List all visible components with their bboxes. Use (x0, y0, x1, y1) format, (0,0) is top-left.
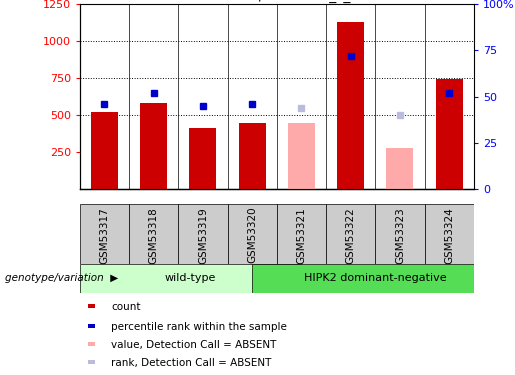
Text: HIPK2 dominant-negative: HIPK2 dominant-negative (304, 273, 447, 284)
Text: GSM53323: GSM53323 (395, 207, 405, 264)
Bar (375, 204, 424, 264)
Bar (424, 204, 474, 264)
Bar (80, 264, 301, 292)
Text: GSM53317: GSM53317 (99, 207, 110, 264)
Bar (80, 204, 129, 264)
Bar (386, 148, 414, 189)
Text: count: count (111, 302, 141, 312)
Text: genotype/variation  ▶: genotype/variation ▶ (5, 273, 118, 284)
Bar (91, 112, 118, 189)
Bar (88, 304, 95, 308)
Bar (277, 204, 326, 264)
Bar (129, 204, 178, 264)
Bar (140, 103, 167, 189)
Bar (88, 324, 95, 328)
Bar (288, 123, 315, 189)
Text: GSM53322: GSM53322 (346, 207, 356, 264)
Text: GSM53320: GSM53320 (247, 207, 257, 263)
Bar (190, 128, 216, 189)
Bar (326, 204, 375, 264)
Text: wild-type: wild-type (165, 273, 216, 284)
Bar (88, 342, 95, 346)
Text: rank, Detection Call = ABSENT: rank, Detection Call = ABSENT (111, 358, 272, 369)
Bar (238, 123, 266, 189)
Bar (228, 204, 277, 264)
Text: percentile rank within the sample: percentile rank within the sample (111, 322, 287, 332)
Bar (252, 264, 499, 292)
Text: GSM53324: GSM53324 (444, 207, 454, 264)
Text: GSM53321: GSM53321 (297, 207, 306, 264)
Bar (88, 360, 95, 364)
Text: GSM53319: GSM53319 (198, 207, 208, 264)
Title: GDS1793 / 1434742_s_at: GDS1793 / 1434742_s_at (189, 0, 365, 3)
Bar (337, 22, 364, 189)
Text: GSM53318: GSM53318 (149, 207, 159, 264)
Bar (178, 204, 228, 264)
Text: value, Detection Call = ABSENT: value, Detection Call = ABSENT (111, 340, 277, 350)
Bar (436, 80, 462, 189)
